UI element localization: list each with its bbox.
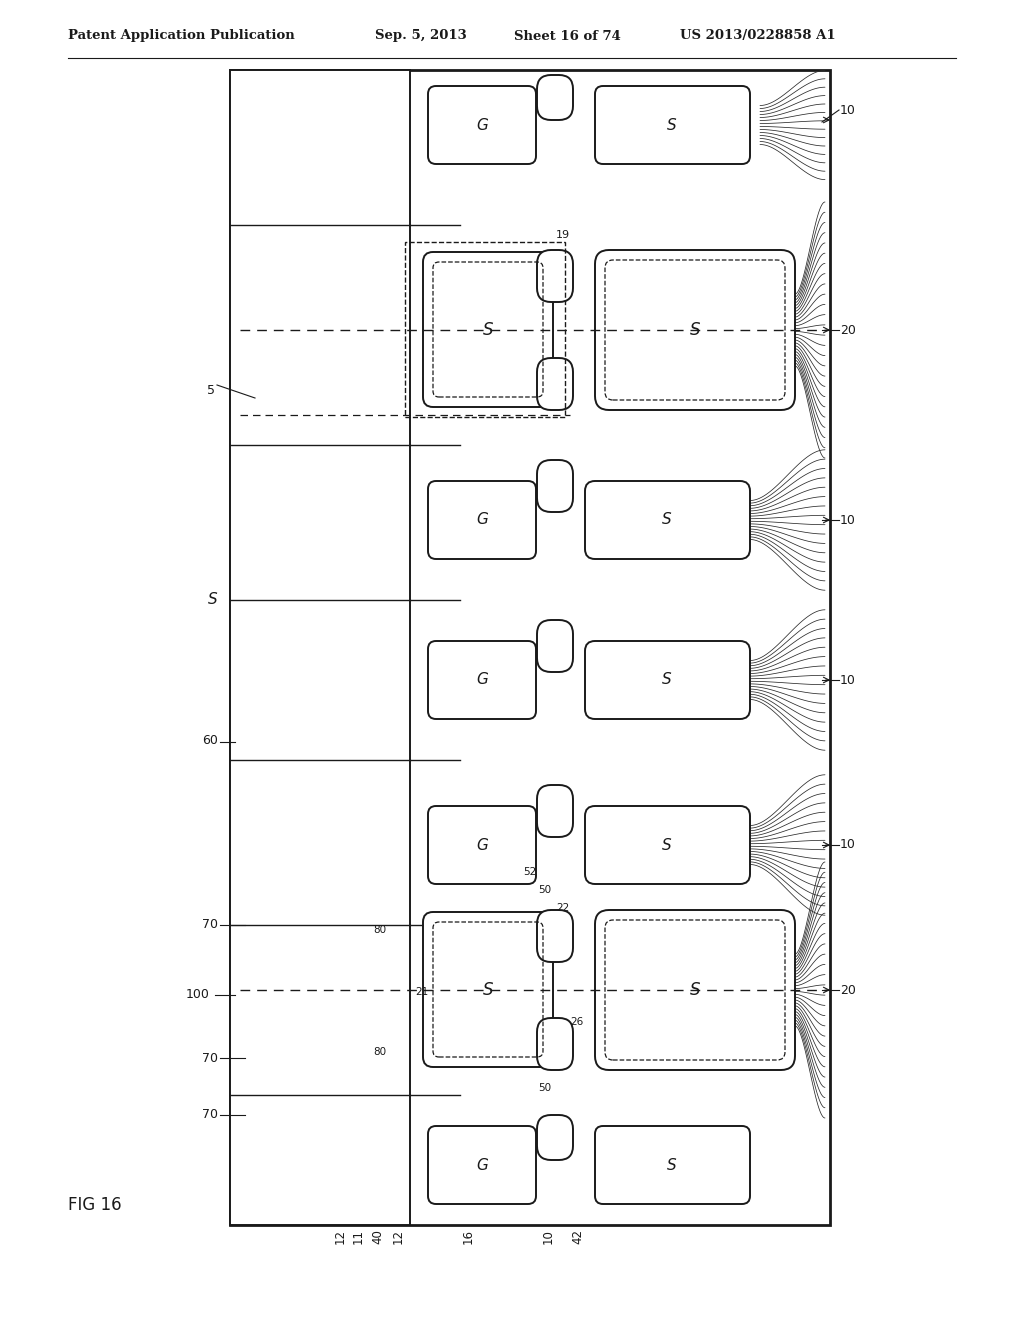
Text: 10: 10 (542, 1229, 555, 1245)
Text: S: S (663, 512, 672, 528)
Text: S: S (208, 593, 218, 607)
Text: S: S (668, 117, 677, 132)
FancyBboxPatch shape (595, 249, 795, 411)
Text: 16: 16 (462, 1229, 474, 1245)
Bar (230, 70, 830, 1225)
Text: Sheet 16 of 74: Sheet 16 of 74 (514, 29, 621, 42)
FancyBboxPatch shape (585, 480, 750, 558)
Text: 42: 42 (571, 1229, 585, 1245)
Text: 50: 50 (539, 1082, 552, 1093)
Text: 22: 22 (556, 903, 569, 913)
Text: 70: 70 (202, 1052, 218, 1064)
Text: Patent Application Publication: Patent Application Publication (68, 29, 295, 42)
FancyBboxPatch shape (537, 1115, 573, 1160)
FancyBboxPatch shape (537, 1018, 573, 1071)
Text: S: S (663, 672, 672, 688)
FancyBboxPatch shape (595, 86, 750, 164)
Text: 26: 26 (570, 1016, 584, 1027)
Text: Sep. 5, 2013: Sep. 5, 2013 (375, 29, 467, 42)
FancyBboxPatch shape (537, 909, 573, 962)
FancyBboxPatch shape (423, 252, 553, 407)
Text: 20: 20 (840, 983, 856, 997)
Bar (230, 70, 410, 1225)
FancyBboxPatch shape (428, 480, 536, 558)
Text: 52: 52 (523, 867, 537, 876)
Text: S: S (482, 981, 494, 999)
FancyBboxPatch shape (595, 909, 795, 1071)
FancyBboxPatch shape (537, 620, 573, 672)
Bar (406, 242, 565, 417)
Text: 80: 80 (374, 1047, 387, 1057)
Text: 11: 11 (351, 1229, 365, 1245)
FancyBboxPatch shape (585, 807, 750, 884)
Text: 40: 40 (372, 1229, 384, 1245)
FancyBboxPatch shape (537, 75, 573, 120)
Text: 50: 50 (539, 884, 552, 895)
Text: 70: 70 (202, 1109, 218, 1122)
Text: US 2013/0228858 A1: US 2013/0228858 A1 (680, 29, 836, 42)
Text: G: G (476, 837, 488, 853)
FancyBboxPatch shape (537, 249, 573, 302)
FancyBboxPatch shape (595, 1126, 750, 1204)
FancyBboxPatch shape (423, 912, 553, 1067)
Text: G: G (476, 512, 488, 528)
Text: FIG 16: FIG 16 (68, 1196, 122, 1214)
FancyBboxPatch shape (537, 785, 573, 837)
Text: 19: 19 (556, 230, 570, 240)
Text: 70: 70 (202, 919, 218, 932)
Text: 21: 21 (415, 987, 428, 997)
Text: G: G (476, 1158, 488, 1172)
FancyBboxPatch shape (428, 86, 536, 164)
Text: G: G (476, 672, 488, 688)
Text: S: S (690, 321, 700, 339)
FancyBboxPatch shape (428, 807, 536, 884)
Text: 10: 10 (840, 103, 856, 116)
Text: S: S (668, 1158, 677, 1172)
FancyBboxPatch shape (428, 1126, 536, 1204)
Text: 80: 80 (374, 925, 387, 935)
Text: 100: 100 (186, 989, 210, 1002)
Text: 5: 5 (207, 384, 215, 396)
FancyBboxPatch shape (537, 459, 573, 512)
Text: 10: 10 (840, 673, 856, 686)
Text: 12: 12 (334, 1229, 346, 1245)
Text: 10: 10 (840, 838, 856, 851)
Text: S: S (663, 837, 672, 853)
Text: 12: 12 (391, 1229, 404, 1245)
Text: S: S (690, 981, 700, 999)
Text: 10: 10 (840, 513, 856, 527)
FancyBboxPatch shape (428, 642, 536, 719)
Text: 20: 20 (840, 323, 856, 337)
Text: 60: 60 (202, 734, 218, 747)
Text: S: S (482, 321, 494, 339)
FancyBboxPatch shape (537, 358, 573, 411)
FancyBboxPatch shape (585, 642, 750, 719)
Text: G: G (476, 117, 488, 132)
